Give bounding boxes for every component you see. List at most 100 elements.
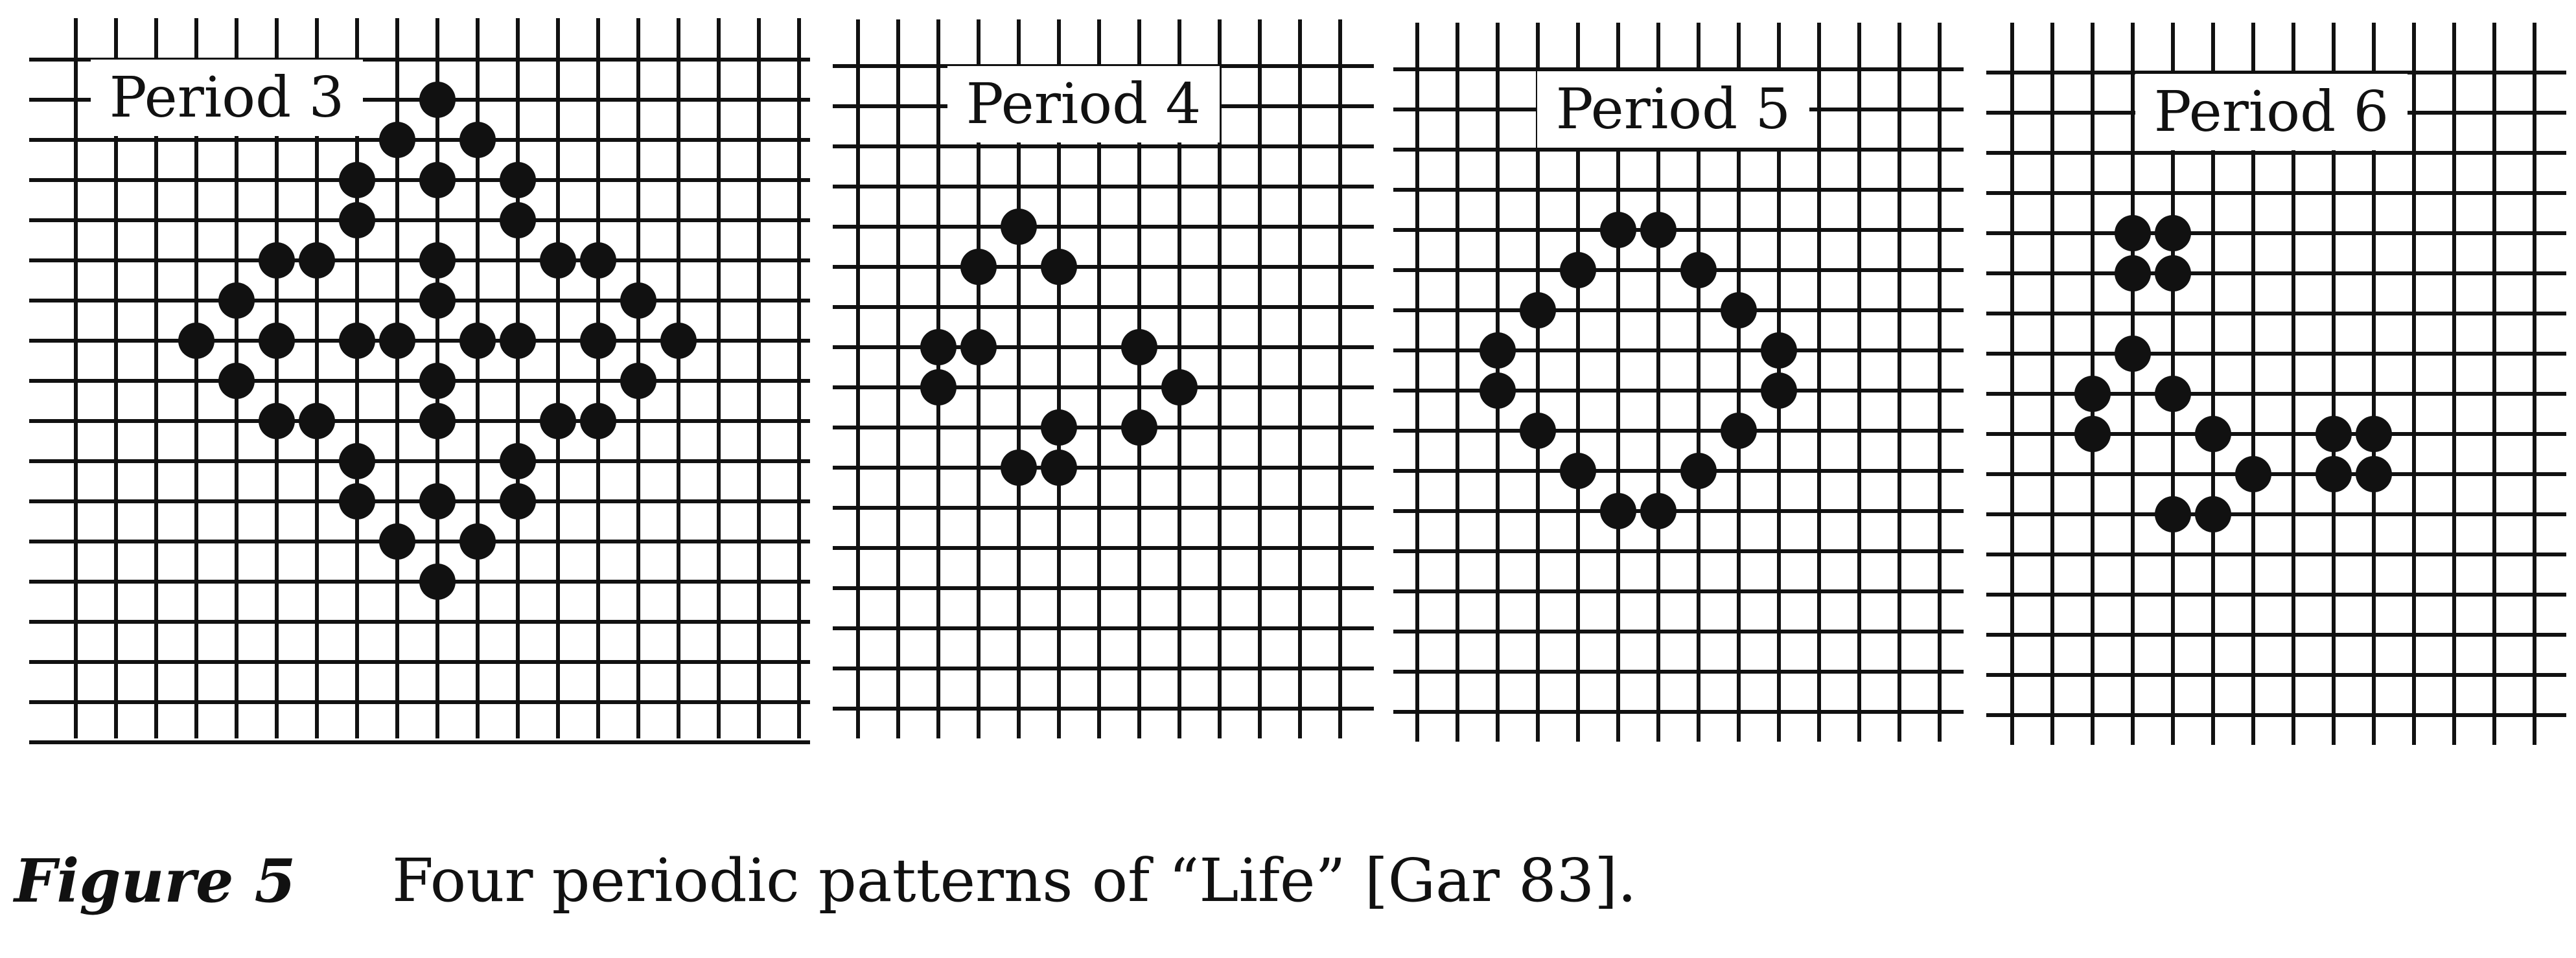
live-cell-dot xyxy=(2356,456,2392,492)
live-cell-dot xyxy=(920,329,957,365)
figure-label: Figure 5 xyxy=(14,846,296,916)
grid-panel: Period 3 xyxy=(29,18,810,744)
figure-grids: Period 3 Period 4 Period 5 Period 6 xyxy=(29,18,2566,745)
live-cell-dot xyxy=(1121,409,1157,446)
live-cell-dot xyxy=(500,162,536,198)
live-cell-dot xyxy=(1041,249,1077,285)
live-cell-dot xyxy=(419,403,456,439)
live-cell-dot xyxy=(2155,215,2191,251)
live-cell-dot xyxy=(1479,372,1516,409)
panel-label: Period 3 xyxy=(110,65,344,130)
live-cell-dot xyxy=(2155,496,2191,532)
live-cell-dot xyxy=(580,403,616,439)
caption-text: Four periodic patterns of “Life” [Gar 83… xyxy=(392,846,1637,915)
live-cell-dot xyxy=(218,282,255,319)
live-cell-dot xyxy=(1680,453,1717,489)
live-cell-dot xyxy=(339,323,375,359)
panel-label: Period 5 xyxy=(1556,77,1791,142)
live-cell-dot xyxy=(2235,456,2271,492)
panel-label-box xyxy=(1537,71,1809,148)
live-cell-dot xyxy=(580,242,616,279)
grid-panel: Period 4 xyxy=(833,19,1374,738)
live-cell-dot xyxy=(2155,255,2191,291)
live-cell-dot xyxy=(379,523,415,560)
live-cell-dot xyxy=(419,242,456,279)
live-cell-dot xyxy=(2315,456,2352,492)
live-cell-dot xyxy=(500,443,536,479)
live-cell-dot xyxy=(1640,212,1677,248)
live-cell-dot xyxy=(459,122,496,158)
panel-label: Period 4 xyxy=(966,72,1201,137)
live-cell-dot xyxy=(459,323,496,359)
live-cell-dot xyxy=(1121,329,1157,365)
live-cell-dot xyxy=(2195,496,2231,532)
live-cell-dot xyxy=(339,483,375,519)
live-cell-dot xyxy=(1560,453,1596,489)
live-cell-dot xyxy=(960,249,997,285)
panel-label-box xyxy=(947,66,1220,143)
live-cell-dot xyxy=(1721,413,1757,449)
figure-caption: Figure 5 Four periodic patterns of “Life… xyxy=(0,842,2576,920)
live-cell-dot xyxy=(580,323,616,359)
live-cell-dot xyxy=(1041,409,1077,446)
live-cell-dot xyxy=(660,323,697,359)
live-cell-dot xyxy=(1479,332,1516,369)
live-cell-dot xyxy=(339,443,375,479)
live-cell-dot xyxy=(1600,493,1636,529)
panel-label: Period 6 xyxy=(2154,80,2389,144)
live-cell-dot xyxy=(459,523,496,560)
live-cell-dot xyxy=(379,323,415,359)
live-cell-dot xyxy=(620,282,656,319)
live-cell-dot xyxy=(1600,212,1636,248)
live-cell-dot xyxy=(2155,376,2191,412)
live-cell-dot xyxy=(2115,255,2151,291)
live-cell-dot xyxy=(419,483,456,519)
panel-label-box xyxy=(2135,74,2408,150)
live-cell-dot xyxy=(2115,215,2151,251)
live-cell-dot xyxy=(1001,209,1037,245)
live-cell-dot xyxy=(2115,336,2151,372)
live-cell-dot xyxy=(920,369,957,405)
live-cell-dot xyxy=(540,403,576,439)
live-cell-dot xyxy=(540,242,576,279)
live-cell-dot xyxy=(419,162,456,198)
grid-panel: Period 5 xyxy=(1393,23,1964,742)
live-cell-dot xyxy=(178,323,215,359)
live-cell-dot xyxy=(379,122,415,158)
live-cell-dot xyxy=(259,323,295,359)
live-cell-dot xyxy=(339,162,375,198)
live-cell-dot xyxy=(218,363,255,399)
live-cell-dot xyxy=(1161,369,1198,405)
live-cell-dot xyxy=(1001,450,1037,486)
live-cell-dot xyxy=(1041,450,1077,486)
live-cell-dot xyxy=(419,282,456,319)
live-cell-dot xyxy=(1761,372,1797,409)
live-cell-dot xyxy=(419,82,456,118)
live-cell-dot xyxy=(500,202,536,238)
live-cell-dot xyxy=(1560,252,1596,288)
live-cell-dot xyxy=(2074,416,2111,452)
live-cell-dot xyxy=(1721,292,1757,328)
live-cell-dot xyxy=(1640,493,1677,529)
live-cell-dot xyxy=(2356,416,2392,452)
live-cell-dot xyxy=(1680,252,1717,288)
live-cell-dot xyxy=(500,483,536,519)
live-cell-dot xyxy=(419,363,456,399)
live-cell-dot xyxy=(2195,416,2231,452)
live-cell-dot xyxy=(339,202,375,238)
panel-label-box xyxy=(91,60,363,136)
live-cell-dot xyxy=(1520,292,1556,328)
live-cell-dot xyxy=(299,403,335,439)
live-cell-dot xyxy=(1761,332,1797,369)
live-cell-dot xyxy=(419,564,456,600)
live-cell-dot xyxy=(960,329,997,365)
grid-panel: Period 6 xyxy=(1986,23,2566,745)
live-cell-dot xyxy=(259,403,295,439)
live-cell-dot xyxy=(2074,376,2111,412)
live-cell-dot xyxy=(620,363,656,399)
live-cell-dot xyxy=(500,323,536,359)
live-cell-dot xyxy=(1520,413,1556,449)
live-cell-dot xyxy=(259,242,295,279)
live-cell-dot xyxy=(299,242,335,279)
live-cell-dot xyxy=(2315,416,2352,452)
